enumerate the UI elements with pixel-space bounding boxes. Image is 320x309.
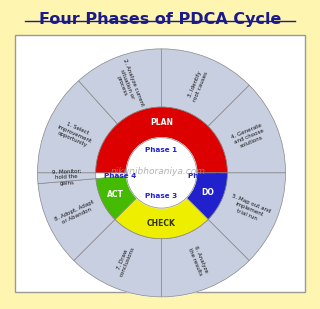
Text: 4. Generate
and choose
solutions: 4. Generate and choose solutions [231, 123, 268, 150]
Text: 6. Analyze
the results: 6. Analyze the results [187, 245, 208, 276]
Wedge shape [74, 219, 162, 297]
Text: 1. Select
improvement
opportunity: 1. Select improvement opportunity [54, 119, 95, 149]
Circle shape [126, 138, 197, 208]
Wedge shape [37, 173, 96, 184]
Wedge shape [96, 107, 228, 173]
Text: PLAN: PLAN [150, 118, 173, 127]
Text: DO: DO [202, 188, 214, 197]
Text: 2. Analyze current
situation or
process: 2. Analyze current situation or process [111, 58, 144, 111]
Circle shape [37, 49, 285, 297]
Text: nikunjbhoraniya.com: nikunjbhoraniya.com [111, 167, 206, 176]
Text: Phase 2: Phase 2 [188, 173, 220, 179]
Wedge shape [187, 173, 228, 219]
Text: ACT: ACT [107, 190, 124, 199]
Text: Four Phases of PDCA Cycle: Four Phases of PDCA Cycle [39, 12, 281, 27]
Wedge shape [208, 173, 285, 260]
Text: 9. Monitor;
hold the
gains: 9. Monitor; hold the gains [52, 168, 82, 186]
Text: 7. Draw
conclusions: 7. Draw conclusions [114, 244, 136, 277]
Wedge shape [115, 198, 208, 239]
Text: Phase 4: Phase 4 [104, 173, 136, 179]
Wedge shape [162, 219, 249, 297]
Wedge shape [208, 85, 285, 173]
Wedge shape [162, 49, 249, 126]
Text: 8. Adopt, Adapt
or Abandon: 8. Adopt, Adapt or Abandon [54, 199, 97, 227]
Text: CHECK: CHECK [147, 219, 176, 228]
Text: 3. Identify
root causes: 3. Identify root causes [187, 68, 209, 102]
Text: Phase 1: Phase 1 [146, 147, 178, 153]
Wedge shape [96, 176, 137, 219]
FancyBboxPatch shape [14, 35, 306, 292]
Wedge shape [38, 179, 115, 260]
Text: Phase 3: Phase 3 [146, 193, 178, 199]
Text: 5. Map out and
implement
trial run: 5. Map out and implement trial run [227, 193, 272, 225]
Wedge shape [37, 81, 117, 173]
Wedge shape [78, 49, 162, 124]
